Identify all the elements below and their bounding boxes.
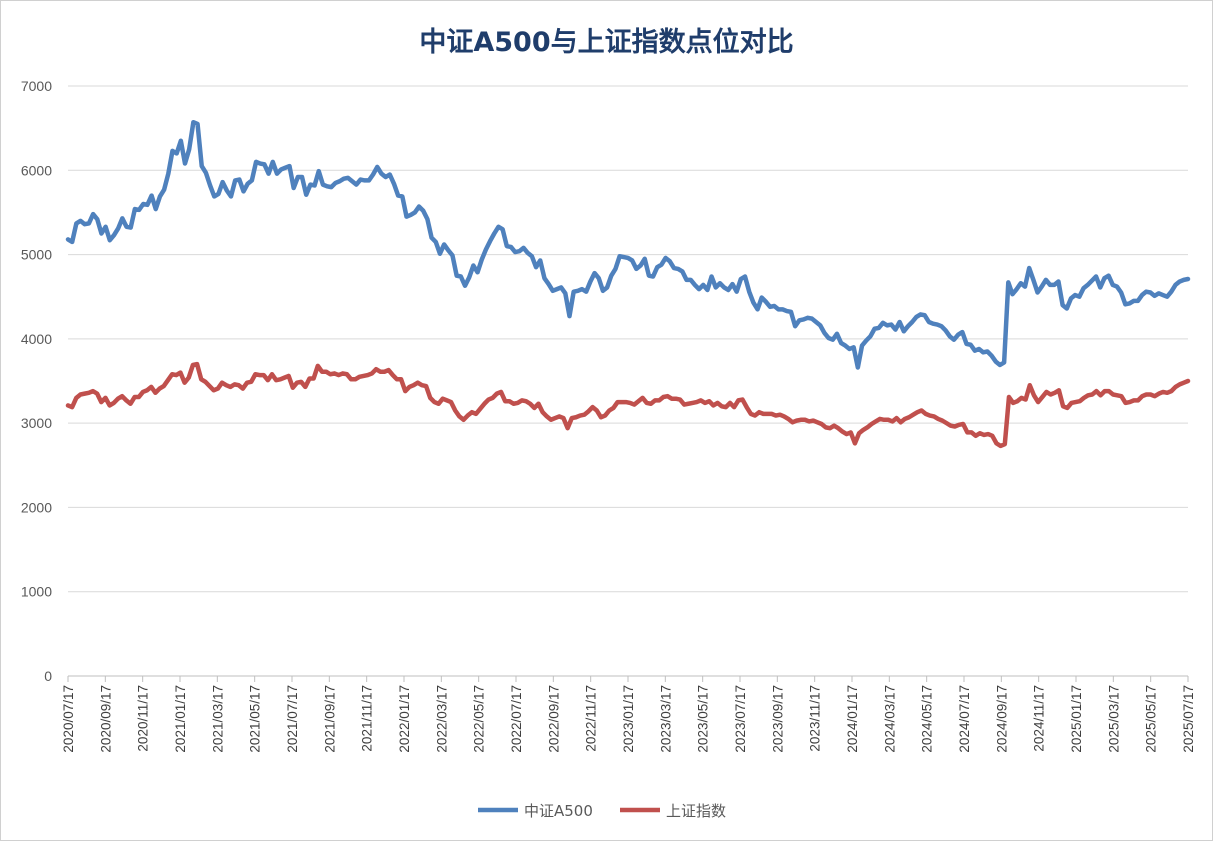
x-tick-label: 2023/05/17 — [696, 685, 711, 753]
y-tick-label: 6000 — [21, 162, 52, 178]
x-tick-label: 2022/01/17 — [397, 685, 412, 753]
x-tick-label: 2022/11/17 — [584, 685, 599, 752]
x-tick-label: 2023/07/17 — [733, 685, 748, 753]
x-tick-label: 2024/09/17 — [994, 685, 1009, 753]
x-tick-label: 2021/05/17 — [248, 685, 263, 753]
x-tick-label: 2024/01/17 — [845, 685, 860, 753]
x-tick-label: 2021/01/17 — [173, 685, 188, 753]
grid-lines — [68, 85, 1188, 677]
x-tick-label: 2025/01/17 — [1069, 685, 1084, 753]
legend: 中证A500 上证指数 — [478, 802, 726, 820]
y-axis-ticks: 0 1000 2000 3000 4000 5000 6000 7000 — [21, 78, 52, 684]
x-tick-label: 2021/11/17 — [360, 685, 375, 752]
x-tick-label: 2023/01/17 — [621, 685, 636, 753]
x-tick-label: 2023/09/17 — [770, 685, 785, 753]
series-lines — [65, 119, 1191, 449]
y-tick-label: 4000 — [21, 331, 52, 347]
x-tick-label: 2021/07/17 — [285, 685, 300, 753]
chart-title: 中证A500与上证指数点位对比 — [419, 27, 794, 58]
x-axis-ticks: 2020/07/17 2020/09/17 2020/11/17 2021/01/17… — [61, 676, 1196, 753]
x-tick-label: 2022/05/17 — [472, 685, 487, 753]
x-tick-label: 2020/07/17 — [61, 685, 76, 753]
x-tick-label: 2020/09/17 — [98, 685, 113, 753]
x-tick-label: 2025/03/17 — [1106, 685, 1121, 753]
x-tick-label: 2022/03/17 — [434, 685, 449, 753]
y-tick-label: 3000 — [21, 415, 52, 431]
x-tick-label: 2020/11/17 — [136, 685, 151, 752]
x-tick-label: 2024/03/17 — [882, 685, 897, 753]
x-tick-label: 2025/05/17 — [1144, 685, 1159, 753]
y-tick-label: 5000 — [21, 247, 52, 263]
x-tick-label: 2023/03/17 — [658, 685, 673, 753]
x-tick-label: 2024/11/17 — [1032, 685, 1047, 752]
x-tick-label: 2025/07/17 — [1181, 685, 1196, 753]
y-tick-label: 0 — [44, 668, 52, 684]
x-tick-label: 2023/11/17 — [808, 685, 823, 752]
series-line-csi-a500 — [65, 119, 1191, 370]
y-tick-label: 2000 — [21, 499, 52, 515]
x-tick-label: 2022/07/17 — [509, 685, 524, 753]
y-tick-label: 1000 — [21, 584, 52, 600]
x-tick-label: 2024/05/17 — [920, 685, 935, 753]
x-tick-label: 2021/09/17 — [322, 685, 337, 753]
y-tick-label: 7000 — [21, 78, 52, 94]
series-line-sse-index — [65, 361, 1191, 449]
legend-label-sse-index: 上证指数 — [666, 802, 726, 820]
x-tick-label: 2022/09/17 — [546, 685, 561, 753]
x-tick-label: 2024/07/17 — [957, 685, 972, 753]
legend-label-csi-a500: 中证A500 — [524, 802, 593, 820]
x-tick-label: 2021/03/17 — [210, 685, 225, 753]
